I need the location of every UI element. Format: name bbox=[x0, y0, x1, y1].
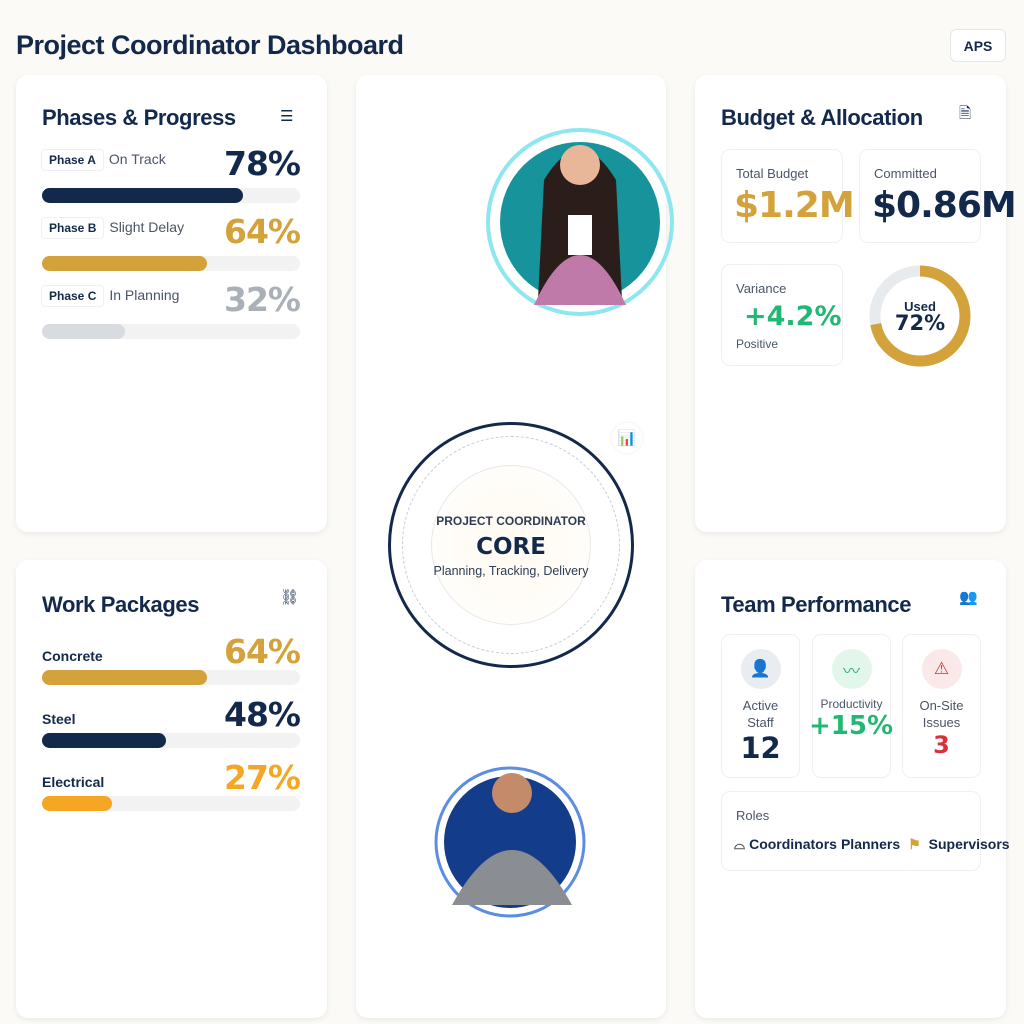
used-value: 72% bbox=[894, 311, 946, 335]
stat-onsite-issues: ⚠ On-Site Issues 3 bbox=[903, 635, 980, 777]
link-icon[interactable]: ⛓ bbox=[280, 589, 300, 606]
work-package-percent: 64% bbox=[224, 632, 301, 671]
phase-row: Phase A On Track 78% bbox=[42, 144, 301, 203]
total-budget-box: Total Budget $1.2M bbox=[722, 150, 855, 242]
committed-box: Committed $0.86M bbox=[860, 150, 1017, 242]
aps-button[interactable]: APS bbox=[950, 29, 1006, 62]
progress-track bbox=[42, 188, 300, 203]
core-ring: PROJECT COORDINATOR CORE Planning, Track… bbox=[388, 422, 634, 668]
work-package-percent: 48% bbox=[224, 695, 301, 734]
budget-used-donut bbox=[869, 265, 971, 367]
analytics-icon[interactable]: 📊 bbox=[612, 423, 642, 453]
work-package-row: Electrical 27% bbox=[42, 758, 301, 814]
phase-tag: Phase B bbox=[42, 218, 104, 238]
budget-card: Budget & Allocation 🗎 Total Budget $1.2M… bbox=[695, 75, 1017, 532]
roles-box: Roles ⌓ Coordinators Planners ⚑ Supervisor… bbox=[722, 792, 1010, 870]
team-title: Team Performance bbox=[721, 592, 912, 617]
phase-status: On Track bbox=[108, 151, 166, 167]
progress-track bbox=[42, 256, 300, 271]
team-card: Team Performance 👥 👤 Active Staff 12 〰 P… bbox=[695, 560, 1010, 1018]
progress-track bbox=[42, 670, 300, 685]
phases-title: Phases & Progress bbox=[42, 105, 236, 130]
phase-percent: 32% bbox=[224, 280, 301, 319]
phase-percent: 64% bbox=[224, 212, 301, 251]
phase-status: In Planning bbox=[109, 287, 180, 303]
budget-title: Budget & Allocation bbox=[721, 105, 923, 130]
phase-row: Phase B Slight Delay 64% bbox=[42, 212, 301, 271]
phase-tag: Phase C bbox=[42, 286, 104, 306]
work-package-name: Steel bbox=[42, 711, 76, 727]
flag-icon: ⚑ bbox=[908, 836, 921, 852]
core-subtitle: Planning, Tracking, Delivery bbox=[433, 564, 589, 578]
work-package-row: Concrete 64% bbox=[42, 632, 301, 688]
progress-fill bbox=[42, 256, 208, 271]
progress-fill bbox=[42, 670, 208, 685]
role-supervisors[interactable]: Supervisors bbox=[928, 836, 1010, 852]
center-card: 📊 PROJECT COORDINATOR CORE Planning, Tra… bbox=[356, 75, 674, 1018]
core-kicker: PROJECT COORDINATOR bbox=[436, 514, 586, 528]
used-label: Used bbox=[904, 299, 936, 314]
phase-row: Phase C In Planning 32% bbox=[42, 280, 301, 339]
progress-fill bbox=[42, 796, 112, 811]
core-title: CORE bbox=[476, 534, 546, 560]
users-icon[interactable]: 👥 bbox=[959, 589, 978, 606]
document-icon[interactable]: 🗎 bbox=[959, 105, 972, 122]
phase-tag: Phase A bbox=[42, 150, 103, 170]
work-package-row: Steel 48% bbox=[42, 695, 301, 751]
work-packages-card: Work Packages ⛓ Concrete 64% Steel 48% Elect… bbox=[16, 560, 327, 1018]
phases-card: Phases & Progress ☰ Phase A On Track 78% Ph… bbox=[16, 75, 327, 532]
work-package-name: Concrete bbox=[42, 648, 103, 664]
donut-used-arc bbox=[869, 265, 971, 367]
trend-up-icon: 〰 bbox=[831, 649, 872, 689]
progress-track bbox=[42, 324, 300, 339]
progress-track bbox=[42, 733, 300, 748]
progress-fill bbox=[42, 733, 166, 748]
page-title: Project Coordinator Dashboard bbox=[16, 30, 404, 60]
stat-active-staff: 👤 Active Staff 12 bbox=[722, 635, 799, 777]
role-coordinators[interactable]: Coordinators bbox=[749, 836, 837, 852]
work-package-name: Electrical bbox=[42, 774, 105, 790]
variance-box: Variance +4.2% Positive bbox=[722, 265, 842, 365]
coordinator-photo-bottom bbox=[434, 766, 586, 918]
helmet-icon: ⌓ bbox=[734, 836, 746, 852]
phase-percent: 78% bbox=[224, 144, 301, 183]
coordinator-photo-top bbox=[486, 128, 674, 316]
user-icon: 👤 bbox=[740, 649, 781, 689]
phase-status: Slight Delay bbox=[109, 219, 185, 235]
warning-icon: ⚠ bbox=[921, 649, 962, 689]
progress-fill bbox=[42, 188, 244, 203]
work-packages-title: Work Packages bbox=[42, 592, 200, 617]
align-left-icon[interactable]: ☰ bbox=[280, 108, 294, 125]
role-planners[interactable]: Planners bbox=[840, 836, 901, 852]
work-package-percent: 27% bbox=[224, 758, 301, 797]
progress-fill bbox=[42, 324, 125, 339]
progress-track bbox=[42, 796, 300, 811]
stat-productivity: 〰 Productivity +15% bbox=[809, 635, 893, 777]
